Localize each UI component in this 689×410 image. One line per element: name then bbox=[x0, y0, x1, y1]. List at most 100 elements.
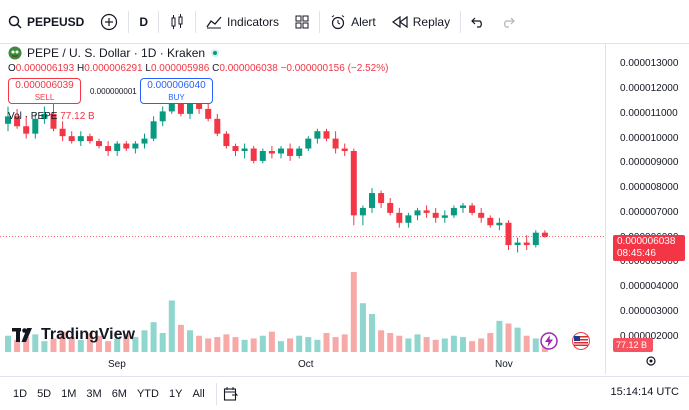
alert-button[interactable]: Alert bbox=[322, 7, 384, 37]
candle bbox=[487, 215, 494, 228]
candle bbox=[414, 207, 421, 221]
timeframe-ytd[interactable]: YTD bbox=[136, 387, 159, 400]
indicators-label: Indicators bbox=[227, 14, 280, 29]
buy-label: BUY bbox=[168, 93, 185, 102]
candle bbox=[296, 146, 303, 159]
candle bbox=[114, 141, 121, 156]
high-value: 0.000006291 bbox=[84, 63, 143, 74]
rewind-icon bbox=[391, 15, 408, 28]
volume-bar bbox=[396, 335, 403, 352]
volume-bar bbox=[250, 338, 257, 352]
bottom-toolbar: 1D 5D 1M 3M 6M YTD 1Y All 15:14:14 UTC bbox=[0, 376, 689, 410]
volume-bar bbox=[359, 303, 366, 352]
last-price-tag: 0.000006038 08:45:46 bbox=[613, 235, 685, 261]
buy-button[interactable]: 0.000006040 BUY bbox=[140, 78, 213, 104]
time-axis-label: Oct bbox=[298, 359, 314, 370]
pepe-logo-icon bbox=[8, 46, 22, 60]
replay-label: Replay bbox=[412, 14, 451, 29]
volume-bar bbox=[214, 337, 221, 352]
chart-legend-title: PEPE / U. S. Dollar · 1D · Kraken bbox=[8, 46, 220, 60]
redo-button[interactable] bbox=[493, 7, 523, 37]
divider bbox=[319, 10, 321, 33]
candle bbox=[5, 106, 11, 132]
candle bbox=[250, 146, 257, 164]
volume-bar bbox=[96, 335, 102, 352]
layouts-button[interactable] bbox=[287, 7, 317, 37]
interval-button[interactable]: D bbox=[131, 7, 156, 37]
timeframe-3m[interactable]: 3M bbox=[86, 387, 102, 400]
undo-button[interactable] bbox=[463, 7, 493, 37]
price-chart[interactable] bbox=[0, 44, 605, 374]
chart-type-button[interactable] bbox=[161, 7, 193, 37]
candle bbox=[460, 202, 466, 213]
candle bbox=[341, 143, 348, 156]
symbol-search[interactable]: PEPEUSD bbox=[0, 7, 92, 37]
compare-symbol-button[interactable] bbox=[92, 7, 126, 37]
high-label: H bbox=[76, 63, 85, 74]
open-value: 0.000006193 bbox=[15, 63, 75, 74]
volume-bar bbox=[323, 333, 330, 352]
divider bbox=[460, 10, 462, 33]
candle bbox=[159, 106, 166, 127]
volume-legend: Vol · PEPE 77.12 B bbox=[8, 111, 95, 122]
tradingview-logo[interactable]: TradingView bbox=[12, 326, 135, 344]
divider bbox=[195, 10, 197, 33]
candle bbox=[469, 202, 476, 216]
spread-value: 0.000000001 bbox=[90, 87, 137, 96]
candle bbox=[287, 143, 294, 161]
gear-icon[interactable] bbox=[645, 355, 657, 367]
date-range-icon[interactable] bbox=[223, 386, 239, 402]
candle bbox=[332, 131, 339, 154]
candle bbox=[541, 230, 548, 238]
price-axis-label: 0.000012000 bbox=[620, 83, 679, 95]
candle bbox=[32, 113, 39, 139]
divider bbox=[158, 10, 160, 33]
price-axis-label: 0.000002000 bbox=[620, 330, 679, 342]
candle bbox=[405, 212, 412, 228]
candle bbox=[77, 131, 84, 147]
utc-clock[interactable]: 15:14:14 UTC bbox=[610, 386, 679, 398]
divider bbox=[128, 10, 130, 33]
price-axis-label: 0.000011000 bbox=[620, 107, 678, 119]
volume-bar bbox=[387, 333, 394, 352]
ohlc-values: O0.000006193 H0.000006291 L0.000005986 C… bbox=[8, 63, 388, 74]
volume-bar bbox=[487, 333, 494, 352]
candle bbox=[387, 198, 394, 216]
tradingview-logo-icon bbox=[12, 328, 32, 342]
timeframe-6m[interactable]: 6M bbox=[111, 387, 127, 400]
divider bbox=[215, 382, 217, 405]
volume-bar bbox=[478, 338, 485, 352]
symbol-description: PEPE / U. S. Dollar · 1D · Kraken bbox=[27, 46, 206, 60]
volume-bar bbox=[496, 320, 503, 352]
close-label: C bbox=[212, 63, 220, 74]
volume-bar bbox=[287, 338, 294, 352]
volume-bar bbox=[296, 335, 303, 352]
candle bbox=[450, 205, 457, 218]
volume-bar bbox=[187, 330, 193, 352]
timeframe-1m[interactable]: 1M bbox=[61, 387, 77, 400]
timeframe-1y[interactable]: 1Y bbox=[168, 387, 183, 400]
candle bbox=[96, 138, 102, 149]
timeframe-1d[interactable]: 1D bbox=[13, 387, 28, 400]
search-icon bbox=[8, 15, 22, 29]
candle bbox=[14, 108, 21, 129]
alert-label: Alert bbox=[351, 14, 376, 29]
volume-tag: 77.12 B bbox=[613, 338, 653, 352]
volume-bar bbox=[414, 334, 421, 352]
price-axis-label: 0.000009000 bbox=[620, 157, 679, 169]
candle bbox=[241, 143, 248, 159]
sell-button[interactable]: 0.000006039 SELL bbox=[8, 78, 81, 104]
volume-bar bbox=[332, 337, 339, 352]
replay-button[interactable]: Replay bbox=[384, 7, 458, 37]
volume-legend-label: Vol · PEPE bbox=[8, 111, 58, 122]
candle bbox=[278, 146, 284, 159]
candle bbox=[23, 116, 30, 139]
candle bbox=[259, 148, 266, 164]
indicators-button[interactable]: Indicators bbox=[198, 7, 287, 37]
candle bbox=[514, 237, 521, 253]
price-axis[interactable]: 0.000013000 0.000012000 0.000011000 0.00001… bbox=[605, 44, 689, 374]
us-flag-event-icon[interactable] bbox=[571, 332, 591, 350]
lightning-event-icon[interactable] bbox=[540, 332, 558, 350]
timeframe-all[interactable]: All bbox=[192, 387, 205, 400]
timeframe-5d[interactable]: 5D bbox=[37, 387, 52, 400]
